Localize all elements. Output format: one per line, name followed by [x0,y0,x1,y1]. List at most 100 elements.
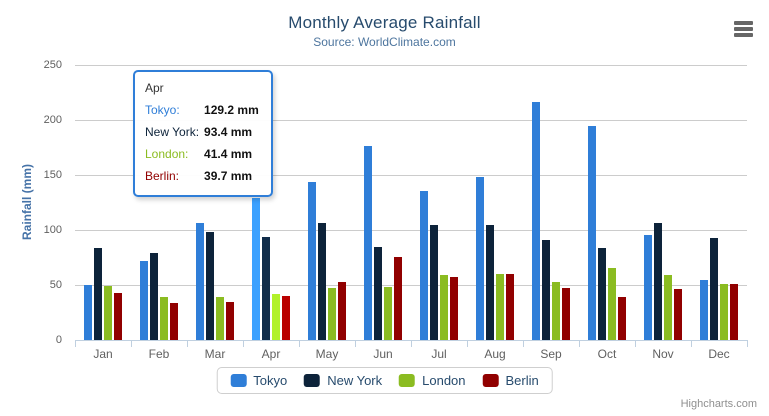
bar-london-sep[interactable] [552,282,560,340]
x-axis-label: Jan [93,347,113,361]
bar-new-york-dec[interactable] [710,238,718,340]
legend-symbol-tokyo-icon [230,374,247,387]
bar-london-jun[interactable] [384,286,392,340]
x-axis-tick [467,341,468,347]
bar-new-york-apr[interactable] [262,237,270,340]
legend-item-london[interactable]: London [399,373,466,388]
bar-new-york-feb[interactable] [150,253,158,340]
bar-berlin-feb[interactable] [170,303,178,340]
bar-new-york-jan[interactable] [94,248,102,340]
y-axis-label: 150 [43,169,62,181]
tooltip-rows: Tokyo: 129.2 mm New York: 93.4 mm London… [145,99,259,187]
x-axis-tick [635,341,636,347]
x-axis-label: Sep [540,347,562,361]
hamburger-bar [734,21,753,25]
tooltip-series-value: 39.7 mm [204,169,253,183]
legend-label: New York [327,373,383,388]
x-axis-label: Nov [652,347,674,361]
x-axis-tick [187,341,188,347]
x-axis-tick [691,341,692,347]
bar-london-nov[interactable] [664,274,672,340]
bar-berlin-oct[interactable] [618,296,626,340]
bar-tokyo-nov[interactable] [644,234,652,340]
x-axis-tick [299,341,300,347]
bar-berlin-dec[interactable] [730,283,738,340]
bar-london-may[interactable] [328,288,336,340]
bar-london-feb[interactable] [160,297,168,340]
bar-london-aug[interactable] [496,274,504,340]
tooltip-header: Apr [145,81,164,95]
y-gridline [75,285,747,286]
x-axis-label: Dec [708,347,730,361]
bar-tokyo-aug[interactable] [476,176,484,340]
x-axis-tick [747,341,748,347]
y-axis-label: 0 [55,334,62,346]
tooltip-series-value: 41.4 mm [204,147,253,161]
legend-label: London [422,373,466,388]
bar-berlin-sep[interactable] [562,287,570,340]
bar-london-dec[interactable] [720,283,728,340]
bar-berlin-apr[interactable] [282,296,290,340]
bar-tokyo-sep[interactable] [532,101,540,340]
bar-berlin-jan[interactable] [114,293,122,340]
bar-tokyo-jul[interactable] [420,190,428,340]
y-axis-label: 50 [49,279,62,291]
legend-item-tokyo[interactable]: Tokyo [230,373,287,388]
tooltip-series-value: 93.4 mm [204,125,253,139]
bar-new-york-may[interactable] [318,223,326,340]
bar-london-apr[interactable] [272,294,280,340]
bar-new-york-jun[interactable] [374,247,382,340]
bar-berlin-may[interactable] [338,282,346,340]
bar-berlin-mar[interactable] [226,302,234,340]
bar-tokyo-jun[interactable] [364,146,372,340]
y-axis-label: 100 [43,224,62,236]
bar-berlin-jun[interactable] [394,256,402,340]
x-axis-line [75,340,748,341]
y-axis-label: 200 [43,114,62,126]
legend-symbol-berlin-icon [482,374,499,387]
x-axis-tick [131,341,132,347]
bar-tokyo-apr[interactable] [252,197,260,340]
highcharts-credits-link[interactable]: Highcharts.com [680,398,757,410]
bar-tokyo-feb[interactable] [140,261,148,340]
legend-label: Berlin [505,373,539,388]
hamburger-bar [734,27,753,31]
tooltip: Apr Tokyo: 129.2 mm New York: 93.4 mm Lo… [133,70,273,197]
bar-london-jan[interactable] [104,286,112,340]
hamburger-bar [734,33,753,37]
x-axis-tick [243,341,244,347]
x-axis-label: Aug [484,347,506,361]
bar-tokyo-jan[interactable] [84,285,92,340]
chart-subtitle: Source: WorldClimate.com [313,35,456,49]
legend-symbol-london-icon [399,374,416,387]
bar-berlin-nov[interactable] [674,288,682,340]
bar-tokyo-mar[interactable] [196,222,204,340]
bar-london-oct[interactable] [608,268,616,340]
x-axis-tick [579,341,580,347]
bar-berlin-aug[interactable] [506,273,514,340]
bar-new-york-nov[interactable] [654,222,662,340]
legend-item-new-york[interactable]: New York [304,373,382,388]
hamburger-menu-icon[interactable] [734,21,754,37]
bar-tokyo-oct[interactable] [588,126,596,340]
bar-new-york-oct[interactable] [598,248,606,340]
bar-tokyo-dec[interactable] [700,280,708,340]
bar-london-jul[interactable] [440,275,448,340]
x-axis-tick [75,341,76,347]
bar-tokyo-may[interactable] [308,181,316,340]
x-axis-tick [523,341,524,347]
bar-new-york-aug[interactable] [486,225,494,340]
bar-new-york-sep[interactable] [542,239,550,340]
legend-symbol-new-york-icon [304,374,321,387]
bar-london-mar[interactable] [216,296,224,340]
legend-item-berlin[interactable]: Berlin [482,373,539,388]
y-gridline [75,120,747,121]
x-axis-label: Jul [431,347,447,361]
y-gridline [75,230,747,231]
bar-berlin-jul[interactable] [450,276,458,340]
bar-new-york-jul[interactable] [430,224,438,340]
bar-new-york-mar[interactable] [206,231,214,340]
x-axis-label: Jun [373,347,393,361]
y-gridline [75,175,747,176]
